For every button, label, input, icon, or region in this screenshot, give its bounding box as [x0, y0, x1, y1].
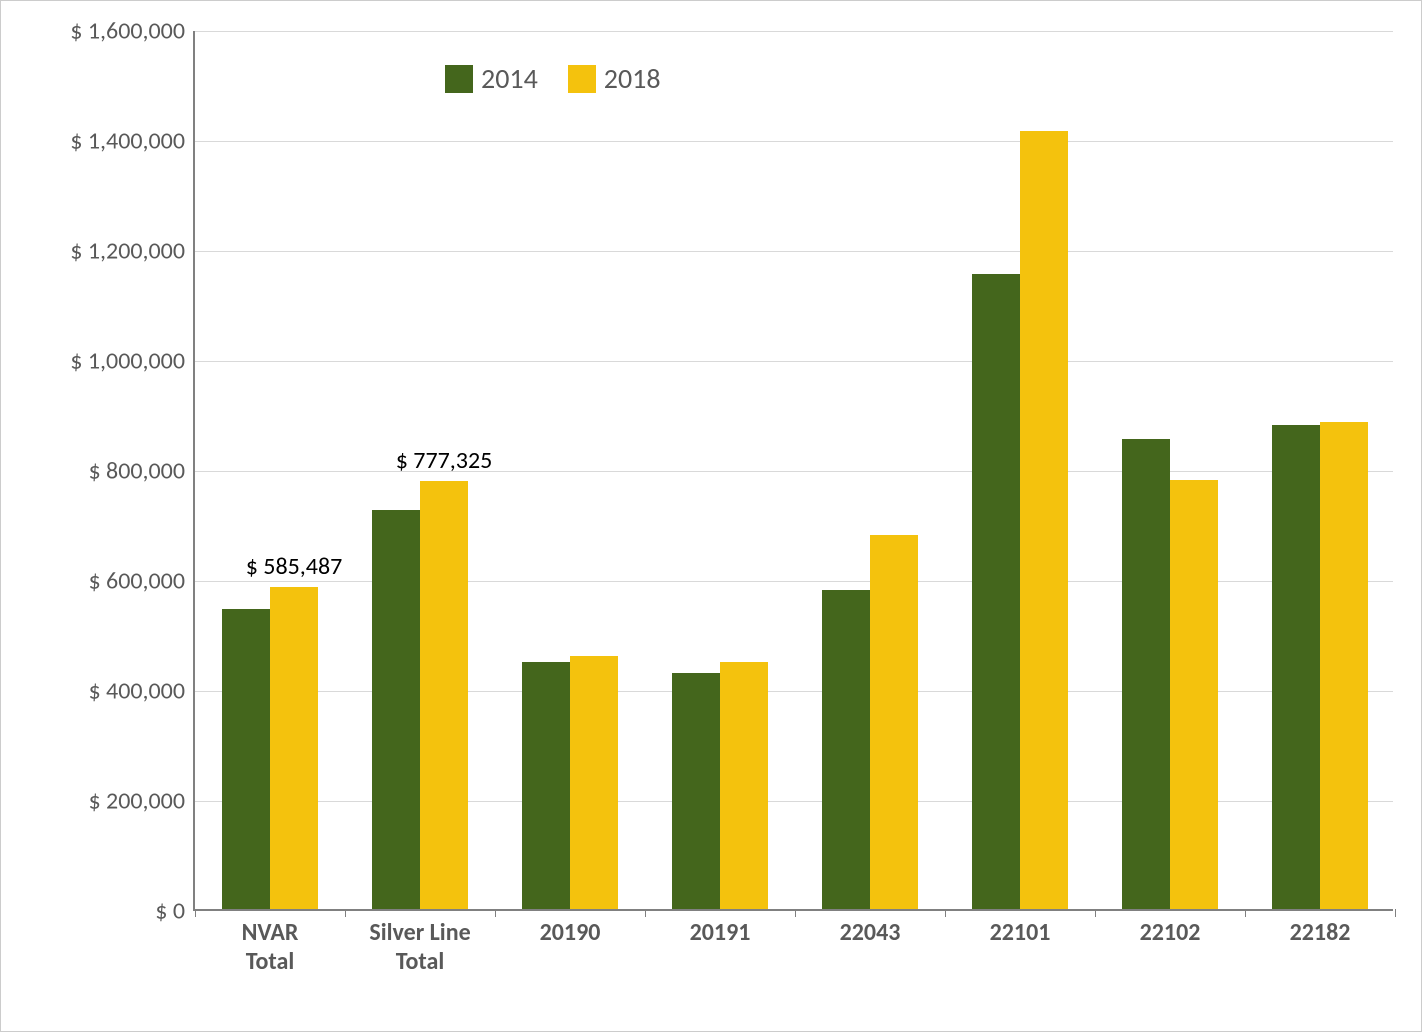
- bar: [870, 535, 918, 909]
- bar: [222, 609, 270, 909]
- chart-container: $ 0 $ 200,000 $ 400,000 $ 600,000 $ 800,000 $…: [0, 0, 1422, 1032]
- x-axis-tick-label: NVAR Total: [242, 909, 299, 977]
- legend-swatch: [568, 65, 596, 93]
- bar: [522, 662, 570, 910]
- y-axis-tick-label: $ 1,000,000: [70, 347, 195, 376]
- bar: [1122, 439, 1170, 909]
- legend-swatch: [445, 65, 473, 93]
- bar: [570, 656, 618, 909]
- data-label: $ 777,325: [396, 446, 493, 475]
- x-axis-tick-mark: [1245, 909, 1246, 917]
- legend: 2014 2018: [445, 61, 661, 96]
- bar: [1020, 131, 1068, 909]
- x-axis-tick-mark: [795, 909, 796, 917]
- y-axis-tick-label: $ 400,000: [88, 677, 195, 706]
- y-axis-tick-label: $ 0: [155, 897, 195, 926]
- bar: [1320, 422, 1368, 909]
- legend-item: 2018: [568, 61, 661, 96]
- x-axis-tick-mark: [645, 909, 646, 917]
- legend-label: 2014: [481, 61, 538, 96]
- gridline: [195, 31, 1393, 32]
- legend-item: 2014: [445, 61, 538, 96]
- bar: [972, 274, 1020, 909]
- plot-area: $ 0$ 200,000$ 400,000$ 600,000$ 800,000$…: [193, 31, 1393, 911]
- x-axis-tick-mark: [495, 909, 496, 917]
- legend-label: 2018: [604, 61, 661, 96]
- x-axis-tick-label: 22101: [990, 909, 1051, 948]
- x-axis-tick-label: 22043: [840, 909, 901, 948]
- x-axis-tick-mark: [945, 909, 946, 917]
- x-axis-tick-mark: [195, 909, 196, 917]
- x-axis-tick-mark: [1395, 909, 1396, 917]
- x-axis-tick-mark: [1095, 909, 1096, 917]
- bar: [420, 481, 468, 909]
- y-axis-tick-label: $ 600,000: [88, 567, 195, 596]
- x-axis-tick-label: 22102: [1140, 909, 1201, 948]
- y-axis-tick-label: $ 1,600,000: [70, 17, 195, 46]
- x-axis-tick-label: 22182: [1290, 909, 1351, 948]
- gridline: [195, 361, 1393, 362]
- x-axis-tick-mark: [345, 909, 346, 917]
- y-axis-tick-label: $ 1,400,000: [70, 127, 195, 156]
- x-axis-tick-label: Silver Line Total: [369, 909, 470, 977]
- y-axis-tick-label: $ 200,000: [88, 787, 195, 816]
- gridline: [195, 251, 1393, 252]
- bar: [822, 590, 870, 909]
- gridline: [195, 471, 1393, 472]
- bar: [270, 587, 318, 909]
- bar: [1272, 425, 1320, 909]
- bar: [720, 662, 768, 910]
- data-label: $ 585,487: [246, 552, 343, 581]
- bar: [672, 673, 720, 910]
- x-axis-tick-label: 20190: [540, 909, 601, 948]
- bar: [372, 510, 420, 909]
- x-axis-tick-label: 20191: [690, 909, 751, 948]
- gridline: [195, 141, 1393, 142]
- y-axis-tick-label: $ 800,000: [88, 457, 195, 486]
- bar: [1170, 480, 1218, 909]
- y-axis-tick-label: $ 1,200,000: [70, 237, 195, 266]
